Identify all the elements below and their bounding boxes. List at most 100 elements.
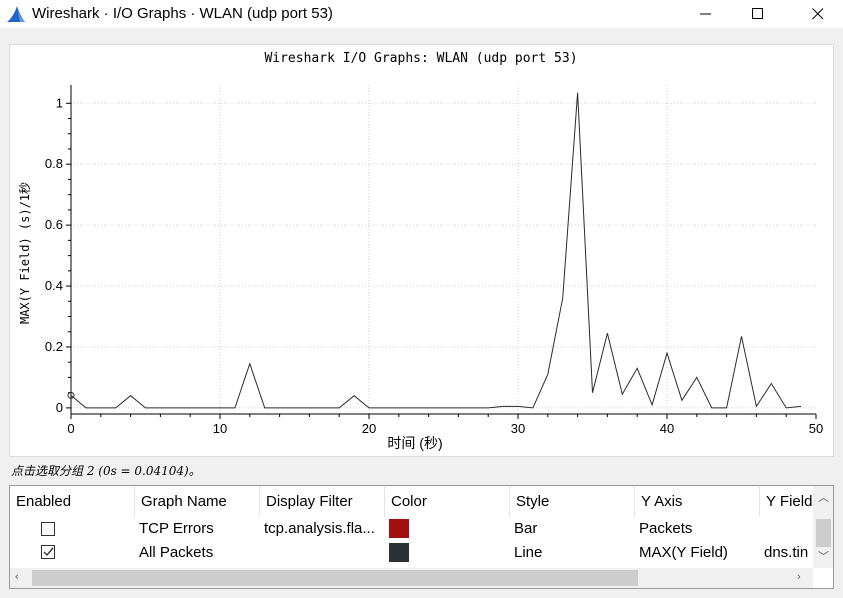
checkmark-icon [43, 547, 54, 557]
column-header-display-filter[interactable]: Display Filter [260, 486, 385, 517]
data-point[interactable] [606, 332, 609, 335]
column-header-y-axis[interactable]: Y Axis [635, 486, 760, 517]
data-point[interactable] [338, 406, 341, 409]
plot-title: Wireshark I/O Graphs: WLAN (udp port 53) [264, 51, 577, 66]
data-point[interactable] [397, 406, 400, 409]
data-point[interactable] [308, 406, 311, 409]
data-point[interactable] [725, 406, 728, 409]
io-graph-canvas[interactable]: Wireshark I/O Graphs: WLAN (udp port 53)… [10, 45, 835, 458]
data-point[interactable] [457, 406, 460, 409]
row-y-field[interactable] [764, 518, 812, 540]
data-point[interactable] [770, 382, 773, 385]
data-point[interactable] [800, 405, 803, 408]
x-axis-label: 时间 (秒) [387, 435, 442, 451]
row-enabled-checkbox[interactable] [41, 545, 55, 559]
data-point[interactable] [219, 406, 222, 409]
y-tick-label: 0.6 [45, 217, 63, 232]
row-style[interactable]: Line [514, 544, 543, 561]
row-display-filter[interactable]: tcp.analysis.fla... [264, 520, 375, 537]
y-tick-label: 0 [56, 400, 63, 415]
data-point[interactable] [651, 403, 654, 406]
data-point[interactable] [517, 405, 520, 408]
data-point[interactable] [99, 406, 102, 409]
data-point[interactable] [84, 406, 87, 409]
close-button[interactable] [795, 0, 841, 28]
minimize-button[interactable] [683, 0, 729, 28]
data-point[interactable] [576, 91, 579, 94]
data-point[interactable] [293, 406, 296, 409]
io-graph-plot[interactable]: Wireshark I/O Graphs: WLAN (udp port 53)… [9, 44, 834, 457]
row-graph-name[interactable]: All Packets [139, 544, 214, 561]
row-y-axis[interactable]: MAX(Y Field) [639, 544, 728, 561]
data-point[interactable] [695, 376, 698, 379]
x-tick-label: 30 [511, 421, 525, 436]
column-header-y-field[interactable]: Y Field [766, 493, 813, 510]
data-point[interactable] [263, 406, 266, 409]
column-header-color[interactable]: Color [385, 486, 510, 517]
data-point[interactable] [472, 406, 475, 409]
data-point[interactable] [680, 399, 683, 402]
data-point[interactable] [368, 406, 371, 409]
x-tick-label: 50 [809, 421, 823, 436]
horizontal-scroll-thumb[interactable] [32, 570, 638, 586]
row-y-field[interactable]: dns.tin [764, 544, 809, 561]
data-point[interactable] [487, 406, 490, 409]
y-tick-label: 0.4 [45, 278, 63, 293]
data-point[interactable] [740, 335, 743, 338]
data-point[interactable] [323, 406, 326, 409]
data-point[interactable] [70, 394, 73, 397]
maximize-button[interactable] [735, 0, 781, 28]
series-line-all-packets[interactable] [70, 92, 802, 409]
vertical-scroll-thumb[interactable] [816, 519, 831, 547]
vertical-scrollbar[interactable]: ︿ ﹀ [813, 486, 833, 568]
data-point[interactable] [159, 406, 162, 409]
data-point[interactable] [561, 297, 564, 300]
data-point[interactable] [755, 405, 758, 408]
column-header-enabled[interactable]: Enabled [10, 486, 135, 517]
scroll-left-icon[interactable]: ‹ [15, 571, 19, 583]
data-point[interactable] [129, 394, 132, 397]
scroll-up-icon[interactable]: ︿ [818, 492, 829, 504]
data-point[interactable] [546, 373, 549, 376]
data-point[interactable] [591, 391, 594, 394]
data-point[interactable] [189, 406, 192, 409]
row-color-swatch[interactable] [389, 543, 409, 562]
data-point[interactable] [353, 394, 356, 397]
data-point[interactable] [636, 367, 639, 370]
x-tick-label: 20 [362, 421, 376, 436]
row-display-filter[interactable] [264, 542, 382, 564]
row-enabled-checkbox[interactable] [41, 522, 55, 536]
data-point[interactable] [174, 406, 177, 409]
selected-point-marker[interactable] [67, 391, 75, 399]
data-point[interactable] [382, 406, 385, 409]
column-header-graph-name[interactable]: Graph Name [135, 486, 260, 517]
data-point[interactable] [248, 362, 251, 365]
data-point[interactable] [531, 406, 534, 409]
horizontal-scrollbar[interactable]: ‹ › [10, 568, 813, 588]
y-tick-label: 0.8 [45, 156, 63, 171]
data-point[interactable] [278, 406, 281, 409]
data-point[interactable] [427, 406, 430, 409]
row-y-axis[interactable]: Packets [639, 520, 693, 537]
row-color-swatch[interactable] [389, 519, 409, 538]
data-point[interactable] [114, 406, 117, 409]
data-point[interactable] [666, 352, 669, 355]
status-text: 点击选取分组 2 (0s = 0.04104)。 [11, 464, 201, 478]
column-header-style[interactable]: Style [510, 486, 635, 517]
data-point[interactable] [442, 406, 445, 409]
x-tick-label: 40 [660, 421, 674, 436]
data-point[interactable] [233, 406, 236, 409]
data-point[interactable] [621, 393, 624, 396]
data-point[interactable] [144, 406, 147, 409]
scroll-right-icon[interactable]: › [797, 571, 801, 583]
data-point[interactable] [785, 406, 788, 409]
row-graph-name[interactable]: TCP Errors [139, 520, 214, 537]
wireshark-fin-icon [7, 6, 25, 22]
y-tick-label: 0.2 [45, 339, 63, 354]
row-style[interactable]: Bar [514, 520, 538, 537]
data-point[interactable] [710, 406, 713, 409]
data-point[interactable] [412, 406, 415, 409]
scroll-down-icon[interactable]: ﹀ [818, 551, 829, 563]
data-point[interactable] [204, 406, 207, 409]
data-point[interactable] [502, 405, 505, 408]
